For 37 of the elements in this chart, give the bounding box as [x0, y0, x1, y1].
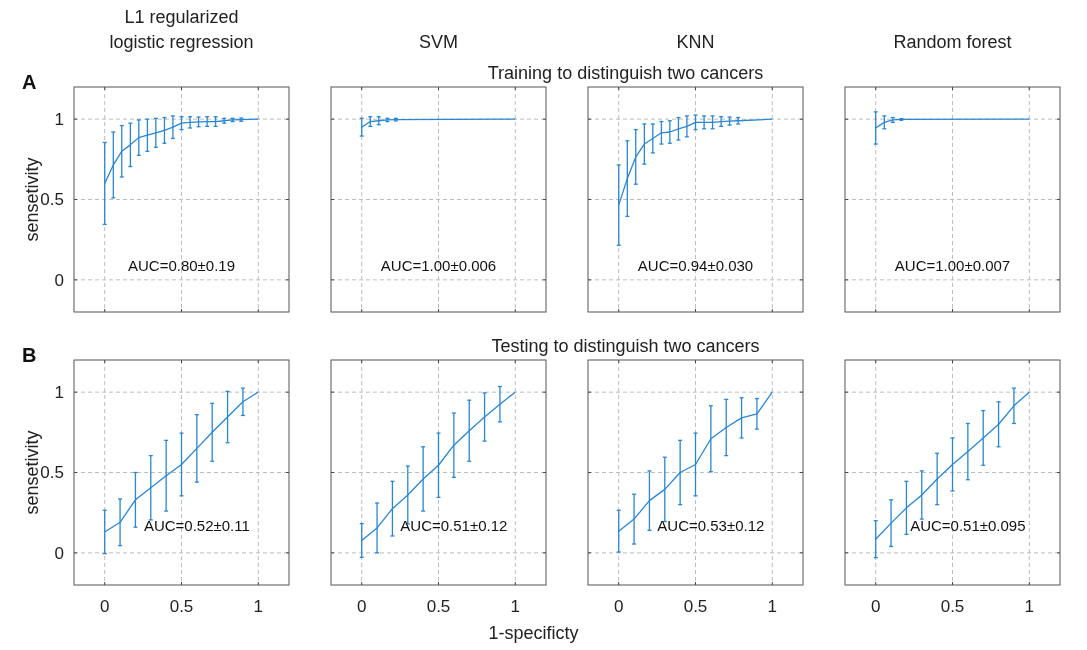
x-tick-label: 0.5 [683, 597, 708, 616]
chart-title: L1 regularized logistic regression [109, 7, 254, 52]
annotation: AUC=0.51±0.095 [910, 516, 1026, 534]
chart-subtitle: Testing to distinguish two cancers [491, 336, 760, 356]
x-tick-label: 1 [1024, 597, 1035, 616]
x-tick-label: 1 [510, 597, 521, 616]
x-tick-label: 0.5 [169, 597, 194, 616]
annotation: AUC=0.53±0.12 [657, 516, 765, 534]
annotation: AUC=1.00±0.007 [894, 256, 1011, 274]
x-tick-label: 0 [870, 597, 881, 616]
chart-title: KNN [676, 32, 715, 52]
text: B [22, 344, 37, 366]
y-tick-label: 0 [54, 270, 64, 290]
x-tick-label: 0.5 [426, 597, 451, 616]
annotation: AUC=0.52±0.11 [143, 516, 250, 534]
x-tick-label: 0.5 [940, 597, 965, 616]
y-tick-label: 1 [54, 383, 64, 403]
x-tick-label: 0 [613, 597, 624, 616]
annotation: AUC=0.94±0.030 [637, 256, 754, 274]
chart-title: Random forest [893, 32, 1012, 52]
chart-title: SVM [418, 32, 459, 52]
x-tick-label: 0 [99, 597, 110, 616]
y-axis-title: sensetivity [22, 430, 42, 515]
chart-subtitle: Training to distinguish two cancers [487, 63, 764, 83]
annotation: AUC=0.80±0.19 [127, 256, 236, 274]
x-tick-label: 0 [356, 597, 367, 616]
x-axis-title: 1-specificty [488, 623, 579, 643]
annotation: AUC=0.51±0.12 [400, 516, 508, 534]
y-tick-label: 0.5 [40, 463, 64, 483]
annotation: AUC=1.00±0.006 [380, 256, 497, 274]
y-axis-title: sensetivity [22, 157, 42, 242]
text: A [22, 71, 37, 93]
y-tick-label: 0.5 [40, 190, 64, 210]
x-tick-label: 1 [767, 597, 778, 616]
y-tick-label: 1 [54, 110, 64, 130]
x-tick-label: 1 [253, 597, 264, 616]
y-tick-label: 0 [54, 543, 64, 563]
